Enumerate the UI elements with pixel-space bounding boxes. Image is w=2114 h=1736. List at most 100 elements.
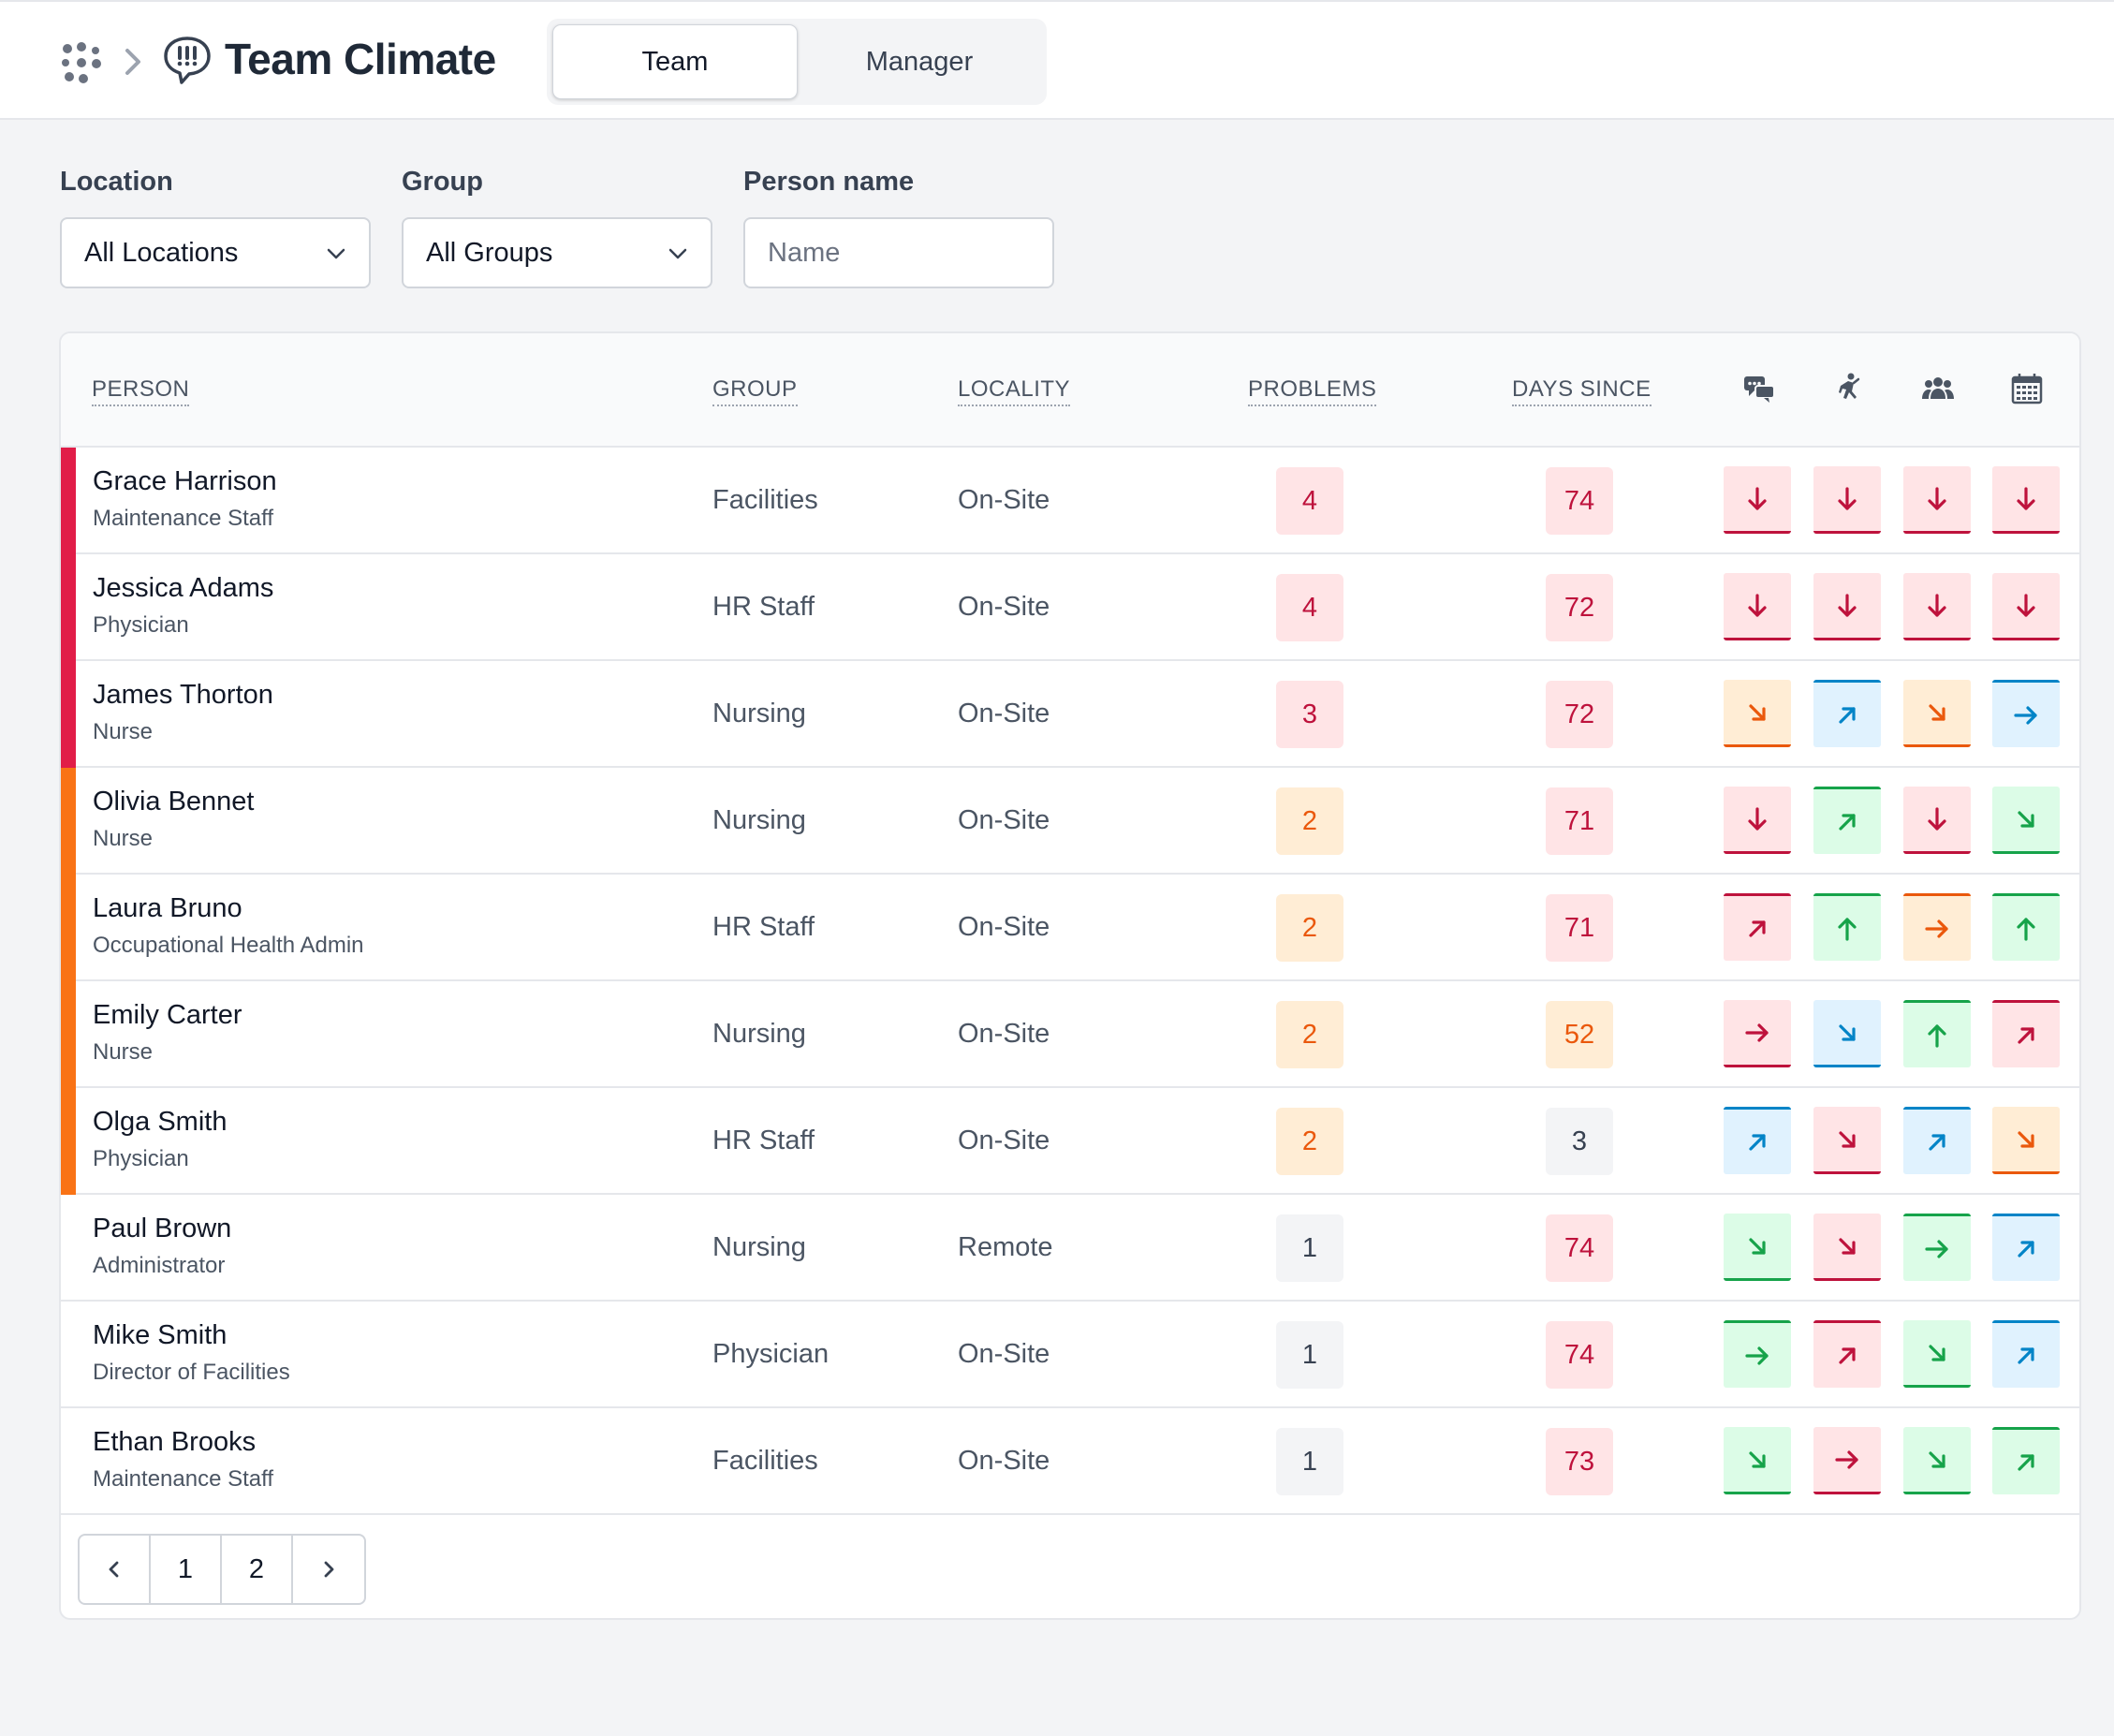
trend-cell[interactable]	[1903, 680, 1971, 747]
trend-cell[interactable]	[1724, 1107, 1791, 1174]
chevron-right-icon	[125, 49, 140, 75]
trend-cell[interactable]	[1903, 1214, 1971, 1281]
trend-cell[interactable]	[1903, 573, 1971, 640]
days-since-badge: 71	[1546, 894, 1613, 962]
trend-cell[interactable]	[1992, 680, 2060, 747]
trend-cell[interactable]	[1724, 893, 1791, 961]
person-name[interactable]: Jessica Adams	[93, 573, 274, 603]
person-name[interactable]: Olivia Bennet	[93, 787, 255, 817]
trend-cell[interactable]	[1903, 1000, 1971, 1067]
trend-cell[interactable]	[1903, 1107, 1971, 1174]
trend-cell[interactable]	[1903, 1427, 1971, 1494]
problems-badge: 2	[1276, 894, 1343, 962]
trend-cell[interactable]	[1903, 1320, 1971, 1388]
trend-cell[interactable]	[1992, 1000, 2060, 1067]
trend-cell[interactable]	[1813, 1427, 1881, 1494]
person-name[interactable]: Paul Brown	[93, 1214, 232, 1243]
trend-cell[interactable]	[1724, 787, 1791, 854]
trend-cell[interactable]	[1813, 893, 1881, 961]
table-row[interactable]: Emily Carter Nurse Nursing On-Site 2 52	[61, 981, 2079, 1088]
trend-cell[interactable]	[1724, 680, 1791, 747]
arrow-up-right-icon	[1839, 813, 1856, 831]
arrow-up-right-icon	[1929, 1133, 1945, 1151]
trend-cell[interactable]	[1724, 1000, 1791, 1067]
trend-cell[interactable]	[1992, 573, 2060, 640]
person-name-input[interactable]	[768, 237, 1030, 269]
location-select[interactable]: All Locations	[60, 217, 371, 288]
trend-cell[interactable]	[1813, 466, 1881, 534]
table-row[interactable]: James Thorton Nurse Nursing On-Site 3 72	[61, 661, 2079, 768]
arrow-down-right-icon	[1839, 1023, 1856, 1041]
arrow-down-icon	[1838, 486, 1857, 510]
trend-cell[interactable]	[1813, 573, 1881, 640]
group-cell: Nursing	[712, 699, 806, 728]
column-locality[interactable]: LOCALITY	[958, 376, 1071, 406]
table-row[interactable]: Mike Smith Director of Facilities Physicia…	[61, 1302, 2079, 1408]
table-row[interactable]: Paul Brown Administrator Nursing Remote 1 74	[61, 1195, 2079, 1302]
trend-cell[interactable]	[1903, 893, 1971, 961]
trend-cell[interactable]	[1992, 466, 2060, 534]
trend-cell[interactable]	[1813, 787, 1881, 854]
table-row[interactable]: Jessica Adams Physician HR Staff On-Site 4 72	[61, 554, 2079, 661]
person-name[interactable]: Laura Bruno	[93, 893, 242, 923]
table-row[interactable]: Ethan Brooks Maintenance Staff Facilities O…	[61, 1408, 2079, 1515]
locality-cell: Remote	[958, 1232, 1053, 1262]
tab-manager[interactable]: Manager	[865, 46, 974, 77]
locality-cell: On-Site	[958, 1446, 1050, 1476]
trend-cell[interactable]	[1724, 1320, 1791, 1388]
locality-cell: On-Site	[958, 1019, 1050, 1049]
next-page-button[interactable]	[293, 1536, 364, 1603]
person-name[interactable]: Mike Smith	[93, 1320, 228, 1350]
group-cell: HR Staff	[712, 592, 815, 622]
trend-cell[interactable]	[1992, 1427, 2060, 1494]
group-cell: Nursing	[712, 1232, 806, 1262]
person-name[interactable]: Grace Harrison	[93, 466, 277, 496]
trend-cell[interactable]	[1813, 1320, 1881, 1388]
column-days-since[interactable]: DAYS SINCE	[1512, 376, 1652, 406]
trend-cell[interactable]	[1724, 573, 1791, 640]
page-2-button[interactable]: 2	[222, 1536, 293, 1603]
page-1-button[interactable]: 1	[151, 1536, 222, 1603]
chevron-right-icon	[324, 1561, 334, 1578]
person-name[interactable]: James Thorton	[93, 680, 273, 710]
trend-cell[interactable]	[1724, 1427, 1791, 1494]
trend-cell[interactable]	[1813, 1000, 1881, 1067]
arrow-down-icon	[1748, 486, 1767, 510]
trend-cell[interactable]	[1992, 1214, 2060, 1281]
table-row[interactable]: Olivia Bennet Nurse Nursing On-Site 2 71	[61, 768, 2079, 875]
severity-stripe	[61, 981, 76, 1088]
person-name[interactable]: Olga Smith	[93, 1107, 228, 1137]
days-since-badge: 74	[1546, 1321, 1613, 1389]
arrow-down-icon	[1928, 806, 1946, 831]
arrow-up-icon	[2017, 917, 2035, 941]
trend-cell[interactable]	[1903, 466, 1971, 534]
person-name[interactable]: Ethan Brooks	[93, 1427, 257, 1457]
trend-cell[interactable]	[1724, 1214, 1791, 1281]
trend-cell[interactable]	[1992, 893, 2060, 961]
table-row[interactable]: Olga Smith Physician HR Staff On-Site 2 3	[61, 1088, 2079, 1195]
column-problems[interactable]: PROBLEMS	[1248, 376, 1377, 406]
trend-cell[interactable]	[1992, 1107, 2060, 1174]
arrow-down-right-icon	[1929, 1344, 1945, 1361]
table-row[interactable]: Grace Harrison Maintenance Staff Facilitie…	[61, 448, 2079, 554]
trend-cell[interactable]	[1903, 787, 1971, 854]
column-person[interactable]: PERSON	[92, 376, 190, 406]
problems-badge: 4	[1276, 467, 1343, 535]
grid-dots-icon[interactable]	[58, 39, 105, 86]
previous-page-button[interactable]	[80, 1536, 151, 1603]
trend-cell[interactable]	[1992, 787, 2060, 854]
group-select[interactable]: All Groups	[402, 217, 712, 288]
arrow-right-icon	[1925, 919, 1948, 938]
locality-cell: On-Site	[958, 1125, 1050, 1155]
group-cell: HR Staff	[712, 1125, 815, 1155]
trend-cell[interactable]	[1813, 1214, 1881, 1281]
person-role: Director of Facilities	[93, 1360, 290, 1385]
table-row[interactable]: Laura Bruno Occupational Health Admin HR S…	[61, 875, 2079, 981]
tab-team[interactable]: Team	[552, 24, 798, 99]
trend-cell[interactable]	[1992, 1320, 2060, 1388]
column-group[interactable]: GROUP	[712, 376, 798, 406]
trend-cell[interactable]	[1813, 1107, 1881, 1174]
trend-cell[interactable]	[1813, 680, 1881, 747]
trend-cell[interactable]	[1724, 466, 1791, 534]
person-name[interactable]: Emily Carter	[93, 1000, 242, 1030]
